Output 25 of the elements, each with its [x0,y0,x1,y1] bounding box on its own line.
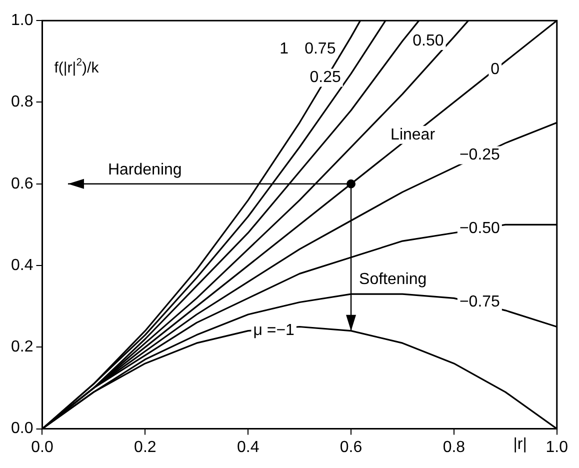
annotation: μ =−1 [253,322,295,340]
annotation: Hardening [108,161,182,178]
annotation: Softening [359,270,427,288]
y-tick-label: 0.8 [10,94,34,111]
x-tick-label: 0.2 [134,438,156,456]
annotation: 1 [280,40,289,58]
annotation: −0.75 [459,294,500,311]
annotation: −0.25 [459,146,500,164]
y-tick-label: 1.0 [10,12,34,30]
x-axis-title: |r| [513,436,527,454]
y-tick-label: 0.4 [10,256,34,274]
annotation: 0.25 [310,69,341,86]
y-tick-label: 0.2 [10,338,34,356]
x-tick-label: 0.4 [236,438,260,456]
x-tick-label: 1.0 [546,438,568,456]
annotation: 0.50 [412,32,444,50]
y-tick-label: 0.0 [10,420,34,438]
annotation: Linear [390,126,436,144]
x-tick-label: 0.6 [340,438,362,456]
annotation: −0.50 [459,220,500,238]
annotation: 0.75 [304,40,336,58]
annotation: 0 [490,60,500,78]
x-tick-label: 0.0 [31,438,54,456]
y-tick-label: 0.6 [10,175,34,192]
x-tick-label: 0.8 [442,438,466,456]
